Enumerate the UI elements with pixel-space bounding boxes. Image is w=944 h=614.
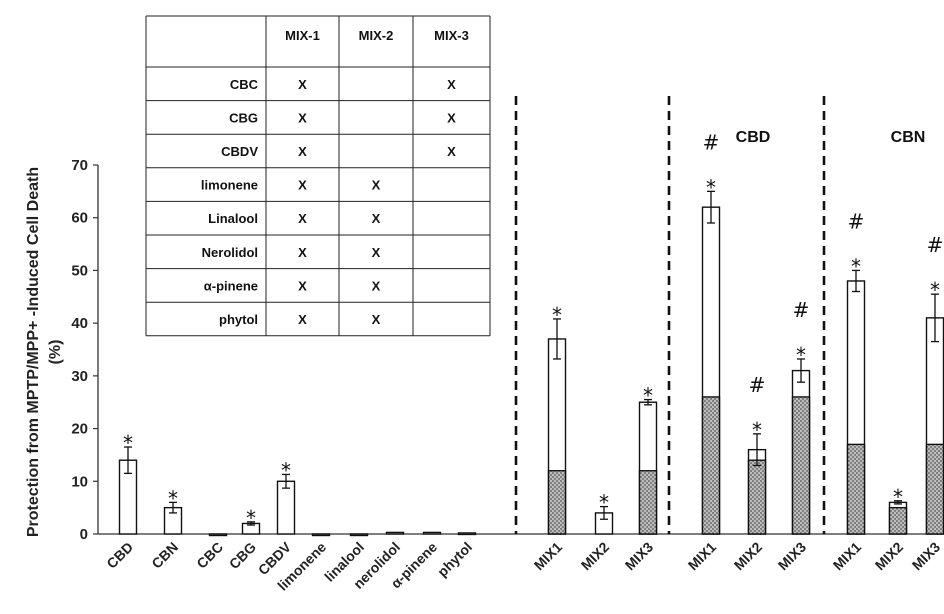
table-cell-mark: X — [298, 110, 307, 125]
significance-star: * — [752, 418, 762, 442]
bar-base-segment — [791, 396, 811, 535]
significance-star: * — [930, 278, 940, 302]
table-cell-mark: X — [372, 278, 381, 293]
category-label: MIX2 — [872, 539, 907, 574]
bar-base-segment — [888, 506, 908, 535]
significance-hash: # — [927, 233, 944, 257]
table-header: MIX-3 — [434, 28, 469, 43]
bar-base-segment — [747, 459, 767, 535]
table-row-label: α-pinene — [204, 278, 258, 293]
table-cell-mark: X — [298, 312, 307, 327]
y-axis-title: Protection from MPTP/MPP+ -Induced Cell … — [25, 167, 42, 537]
significance-star: * — [599, 491, 609, 515]
table-cell-mark: X — [447, 144, 456, 159]
category-label: MIX2 — [731, 539, 766, 574]
y-tick-label: 0 — [80, 526, 88, 543]
category-label: MIX3 — [909, 539, 944, 574]
y-tick-label: 20 — [71, 421, 88, 438]
bar-base-segment — [846, 443, 866, 535]
table-cell-mark: X — [372, 211, 381, 226]
table-cell-mark: X — [298, 178, 307, 193]
bar-base-segment — [638, 470, 658, 535]
significance-hash: # — [793, 298, 810, 322]
table-row-label: limonene — [201, 178, 258, 193]
category-label: MIX1 — [830, 539, 865, 574]
group-title: CBD — [736, 129, 771, 146]
axes: 0 10 20 30 40 50 60 70 Protection from MPTP/MPP+… — [25, 96, 944, 543]
table-cell-mark: X — [372, 245, 381, 260]
significance-star: * — [893, 485, 903, 509]
significance-hash: # — [848, 209, 865, 233]
bar-base-segment — [547, 470, 567, 535]
significance-star: * — [851, 254, 861, 278]
bar — [422, 531, 442, 535]
significance-hash: # — [703, 130, 720, 154]
table-row-label: phytol — [219, 312, 258, 327]
y-tick-label: 40 — [71, 315, 88, 332]
labels: *CBD*CBN CBC*CBG*CBDVlimonenelinaloolnero… — [103, 129, 943, 594]
significance-star: * — [643, 384, 653, 408]
y-tick-label: 70 — [71, 157, 88, 174]
significance-star: * — [246, 506, 256, 530]
table-cell-mark: X — [298, 211, 307, 226]
bar — [349, 533, 369, 537]
significance-star: * — [706, 175, 716, 199]
table-header: MIX-1 — [285, 28, 320, 43]
category-label: MIX1 — [685, 539, 720, 574]
category-label: MIX2 — [578, 539, 613, 574]
table-row-label: Nerolidol — [202, 245, 258, 260]
bar — [276, 480, 296, 535]
y-tick-label: 50 — [71, 262, 88, 279]
category-label: CBC — [193, 539, 226, 572]
significance-star: * — [168, 486, 178, 510]
bar-base-segment — [701, 396, 721, 535]
category-label: CBD — [103, 539, 136, 572]
bar — [208, 533, 228, 537]
bar — [385, 531, 405, 535]
bars — [118, 190, 944, 537]
table-cell-mark: X — [447, 77, 456, 92]
table-cell-mark: X — [447, 110, 456, 125]
table-row-label: CBDV — [221, 144, 258, 159]
category-label: MIX1 — [531, 539, 566, 574]
significance-star: * — [552, 303, 562, 327]
significance-star: * — [281, 458, 291, 482]
y-axis-title-unit: (%) — [47, 340, 64, 365]
category-label: MIX3 — [775, 539, 810, 574]
table-header: MIX-2 — [359, 28, 394, 43]
table-cell-mark: X — [298, 245, 307, 260]
table-cell-mark: X — [372, 178, 381, 193]
table-row-label: Linalool — [208, 211, 258, 226]
table-cell-mark: X — [298, 144, 307, 159]
bar — [457, 532, 477, 536]
table-cell-mark: X — [372, 312, 381, 327]
y-tick-label: 10 — [71, 473, 88, 490]
category-label: MIX3 — [622, 539, 657, 574]
group-title: CBN — [891, 129, 926, 146]
significance-star: * — [123, 431, 133, 455]
significance-star: * — [796, 343, 806, 367]
table-cell-mark: X — [298, 77, 307, 92]
bar — [311, 533, 331, 537]
bar-base-segment — [925, 443, 944, 535]
table-row-label: CBC — [230, 77, 259, 92]
y-tick-label: 30 — [71, 368, 88, 385]
y-tick-label: 60 — [71, 210, 88, 227]
category-label: phytol — [434, 539, 475, 580]
table-row-label: CBG — [229, 110, 258, 125]
significance-hash: # — [749, 373, 766, 397]
table-cell-mark: X — [298, 278, 307, 293]
category-label: CBN — [148, 539, 181, 572]
